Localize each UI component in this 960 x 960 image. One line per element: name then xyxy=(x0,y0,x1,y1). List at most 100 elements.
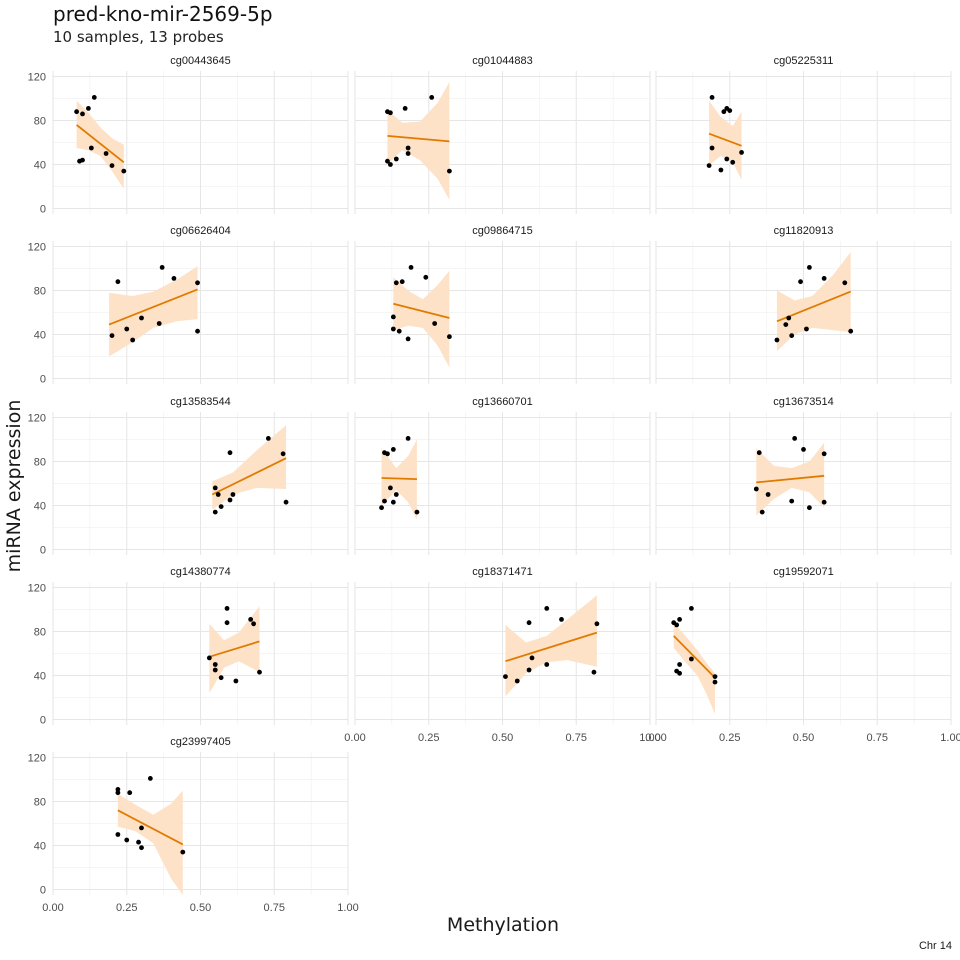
data-point xyxy=(80,157,85,163)
facet-strip-label: cg01044883 xyxy=(472,55,533,67)
regression-line xyxy=(708,132,742,147)
x-tick-label: 1.00 xyxy=(337,902,358,914)
data-point xyxy=(115,832,121,837)
confidence-band xyxy=(117,790,183,895)
data-point xyxy=(739,150,744,155)
x-tick-label: 1.00 xyxy=(940,732,960,744)
facet-strip-label: cg18371471 xyxy=(472,566,533,578)
data-point xyxy=(218,504,224,509)
regression-line xyxy=(673,635,716,679)
x-tick-label: 0.75 xyxy=(566,732,587,744)
data-point xyxy=(706,163,712,169)
data-point xyxy=(399,279,405,285)
data-point xyxy=(544,662,550,667)
data-point xyxy=(379,505,384,511)
x-tick-label: 0.75 xyxy=(867,732,888,744)
data-point xyxy=(212,667,218,673)
y-tick-label: 40 xyxy=(34,671,46,683)
data-point xyxy=(147,776,153,781)
confidence-band xyxy=(393,270,450,368)
x-tick-label: 1.00 xyxy=(639,732,660,744)
data-point xyxy=(159,265,165,270)
x-tick-label: 0.25 xyxy=(719,732,740,744)
facet-panel-cg01044883: cg01044883 xyxy=(354,55,651,214)
facet-panel-cg00443645: cg00443645 0 40 80 120 xyxy=(28,55,349,216)
data-point xyxy=(405,336,411,342)
data-point xyxy=(215,492,221,497)
data-point xyxy=(115,279,121,285)
data-point xyxy=(727,108,733,113)
data-point xyxy=(821,451,827,457)
y-tick-label: 40 xyxy=(34,841,46,853)
data-point xyxy=(248,617,254,622)
facet-panel-cg05225311: cg05225311 xyxy=(655,55,952,214)
chr-caption: Chr 14 xyxy=(919,940,952,952)
confidence-band xyxy=(673,622,715,714)
y-tick-label: 40 xyxy=(34,160,46,172)
data-point xyxy=(402,106,408,111)
regression-line xyxy=(209,640,260,658)
facet-strip-label: cg11820913 xyxy=(774,225,834,237)
facet-strip-label: cg13583544 xyxy=(170,396,231,408)
data-point xyxy=(127,790,133,796)
y-tick-label: 0 xyxy=(40,885,46,897)
y-tick-label: 0 xyxy=(40,204,46,216)
facet-strip-label: cg14380774 xyxy=(170,566,231,578)
facet-strip-label: cg23997405 xyxy=(170,736,231,748)
y-tick-label: 0 xyxy=(40,715,46,727)
data-point xyxy=(405,436,411,441)
data-point xyxy=(759,509,765,515)
data-point xyxy=(594,621,600,627)
data-point xyxy=(848,328,854,334)
data-point xyxy=(388,162,393,167)
facet-panel-cg13660701: cg13660701 xyxy=(354,396,651,555)
regression-line xyxy=(756,474,825,484)
data-point xyxy=(721,109,727,115)
data-point xyxy=(382,498,387,504)
data-point xyxy=(789,498,795,504)
data-point xyxy=(251,621,256,627)
facet-panel-cg13673514: cg13673514 xyxy=(655,396,952,555)
data-point xyxy=(171,276,177,281)
data-point xyxy=(224,606,230,611)
data-point xyxy=(86,106,91,111)
data-point xyxy=(689,656,694,662)
data-point xyxy=(447,168,452,174)
data-point xyxy=(712,674,718,679)
regression-line xyxy=(108,288,198,326)
data-point xyxy=(385,158,390,164)
y-tick-label: 40 xyxy=(34,330,46,342)
confidence-band xyxy=(212,425,287,510)
data-point xyxy=(257,669,262,675)
data-point xyxy=(789,333,795,338)
data-point xyxy=(689,606,694,611)
data-point xyxy=(212,485,218,491)
data-point xyxy=(91,95,97,100)
x-tick-label: 0.00 xyxy=(344,732,365,744)
data-point xyxy=(265,436,271,441)
x-tick-label: 0.75 xyxy=(264,902,285,914)
y-tick-label: 120 xyxy=(28,583,46,595)
y-tick-label: 120 xyxy=(28,753,46,765)
confidence-band xyxy=(776,252,851,351)
data-point xyxy=(423,274,429,280)
data-point xyxy=(526,620,532,626)
y-tick-label: 120 xyxy=(28,413,46,425)
regression-line xyxy=(505,631,598,663)
data-point xyxy=(414,509,420,515)
facet-strip-label: cg13673514 xyxy=(773,396,834,408)
data-point xyxy=(432,321,438,326)
page-subtitle: 10 samples, 13 probes xyxy=(53,28,224,46)
data-point xyxy=(798,279,803,285)
confidence-band xyxy=(387,82,450,200)
data-point xyxy=(390,326,396,332)
data-point xyxy=(783,322,789,327)
data-point xyxy=(724,156,730,162)
x-tick-label: 0.50 xyxy=(492,732,513,744)
x-tick-label: 0.00 xyxy=(42,902,63,914)
facet-panel-cg13583544: cg13583544 0 40 80 120 xyxy=(28,396,349,557)
x-tick-label: 0.50 xyxy=(190,902,211,914)
facet-panel-cg11820913: cg11820913 xyxy=(655,225,952,384)
data-point xyxy=(130,337,136,343)
facet-panel-cg23997405: cg23997405 0 40 80 120 0.00 0.25 0.50 0.75 1.00 xyxy=(28,736,359,914)
